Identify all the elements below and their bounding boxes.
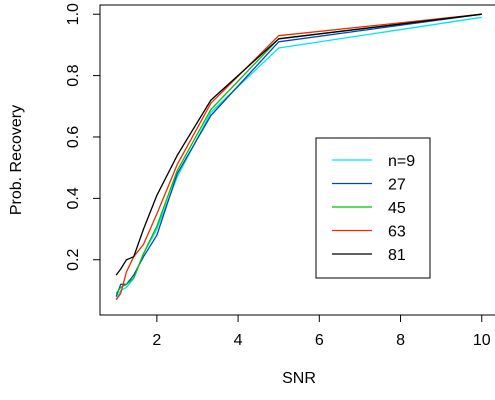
y-tick-label: 0.4 (65, 187, 82, 209)
legend-box (315, 137, 431, 279)
y-axis: 0.2 0.4 0.6 0.8 1.0 (65, 3, 101, 271)
x-tick-label: 6 (315, 332, 324, 349)
plot-frame (99, 4, 495, 316)
legend-label: 45 (388, 200, 406, 217)
x-tick-label: 4 (234, 332, 243, 349)
series-line-0 (115, 16, 482, 300)
y-tick-label: 1.0 (65, 3, 82, 25)
x-axis-label: SNR (282, 370, 316, 387)
x-tick-label: 10 (473, 332, 491, 349)
legend-label: 27 (388, 177, 406, 194)
y-axis-label: Prob. Recovery (8, 105, 25, 215)
legend: n=9 27 45 63 81 (315, 137, 431, 279)
series-layer (115, 13, 482, 301)
series-line-4 (115, 13, 482, 276)
series-line-2 (115, 13, 482, 294)
x-tick-label: 2 (152, 332, 161, 349)
y-tick-label: 0.8 (65, 64, 82, 86)
x-axis: 2 4 6 8 10 (152, 314, 491, 349)
y-tick-label: 0.2 (65, 249, 82, 271)
y-tick-label: 0.6 (65, 126, 82, 148)
legend-label: 81 (388, 247, 406, 264)
x-tick-label: 8 (396, 332, 405, 349)
legend-label: 63 (388, 224, 406, 241)
legend-label: n=9 (388, 153, 415, 170)
